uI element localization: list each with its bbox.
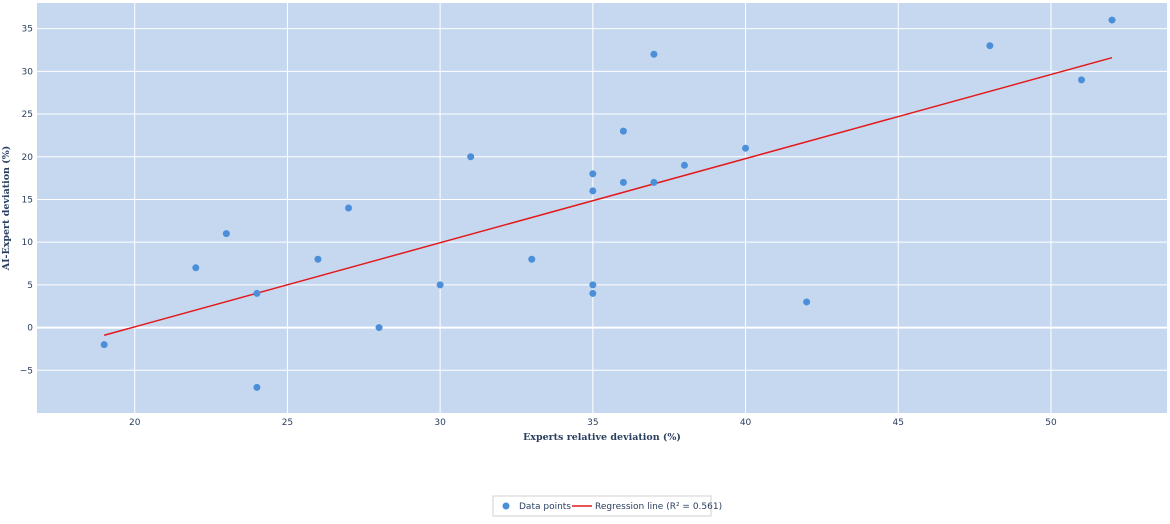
y-tick-label: −5: [20, 366, 33, 376]
x-tick-label: 50: [1045, 418, 1057, 428]
y-tick-label: 25: [22, 110, 33, 120]
data-point: [589, 281, 597, 289]
y-tick-label: 0: [27, 324, 33, 334]
data-point: [467, 153, 475, 161]
x-tick-label: 35: [587, 418, 598, 428]
data-point: [100, 341, 108, 349]
data-point: [589, 170, 597, 178]
legend-marker-data-points: [502, 502, 510, 510]
data-point: [314, 255, 322, 263]
data-point: [803, 298, 811, 306]
y-tick-label: 20: [22, 153, 34, 163]
y-tick-label: 10: [22, 238, 34, 248]
data-point: [375, 324, 383, 332]
legend-label-regression-line: Regression line (R² = 0.561): [595, 502, 722, 512]
x-tick-label: 40: [740, 418, 752, 428]
data-point: [1077, 76, 1085, 84]
regression-line: [103, 56, 1113, 336]
legend-label-data-points: Data points: [519, 502, 571, 512]
x-axis-title: Experts relative deviation (%): [523, 432, 681, 443]
x-tick-label: 30: [434, 418, 446, 428]
data-point: [436, 281, 444, 289]
data-point: [986, 42, 994, 50]
data-point: [589, 187, 597, 195]
y-tick-label: 35: [22, 25, 33, 35]
legend-box: [492, 495, 712, 517]
y-tick-label: 15: [22, 195, 33, 205]
y-tick-label: 5: [27, 281, 33, 291]
x-tick-label: 20: [129, 418, 141, 428]
data-point: [253, 383, 261, 391]
data-point: [619, 178, 627, 186]
data-point: [1108, 16, 1116, 24]
x-tick-label: 25: [282, 418, 293, 428]
data-point: [742, 144, 750, 152]
data-points-layer: [100, 16, 1116, 391]
x-tick-label: 45: [893, 418, 904, 428]
legend[interactable]: Data points Regression line (R² = 0.561): [492, 495, 722, 517]
data-point: [222, 230, 230, 238]
y-axis-title: AI-Expert deviation (%): [1, 146, 12, 272]
data-point: [650, 178, 658, 186]
data-point: [528, 255, 536, 263]
plot-area: [37, 3, 1167, 413]
data-point: [345, 204, 353, 212]
data-point: [619, 127, 627, 135]
data-point: [192, 264, 200, 272]
data-point: [650, 50, 658, 58]
tick-labels: 20 25 30 35 40 45 50 −5 0 5 10 15 20 25 30 35: [20, 25, 1057, 428]
grid-lines: [37, 3, 1167, 413]
regression-layer: [103, 56, 1113, 336]
data-point: [680, 161, 688, 169]
data-point: [253, 289, 261, 297]
data-point: [589, 289, 597, 297]
y-tick-label: 30: [22, 67, 34, 77]
